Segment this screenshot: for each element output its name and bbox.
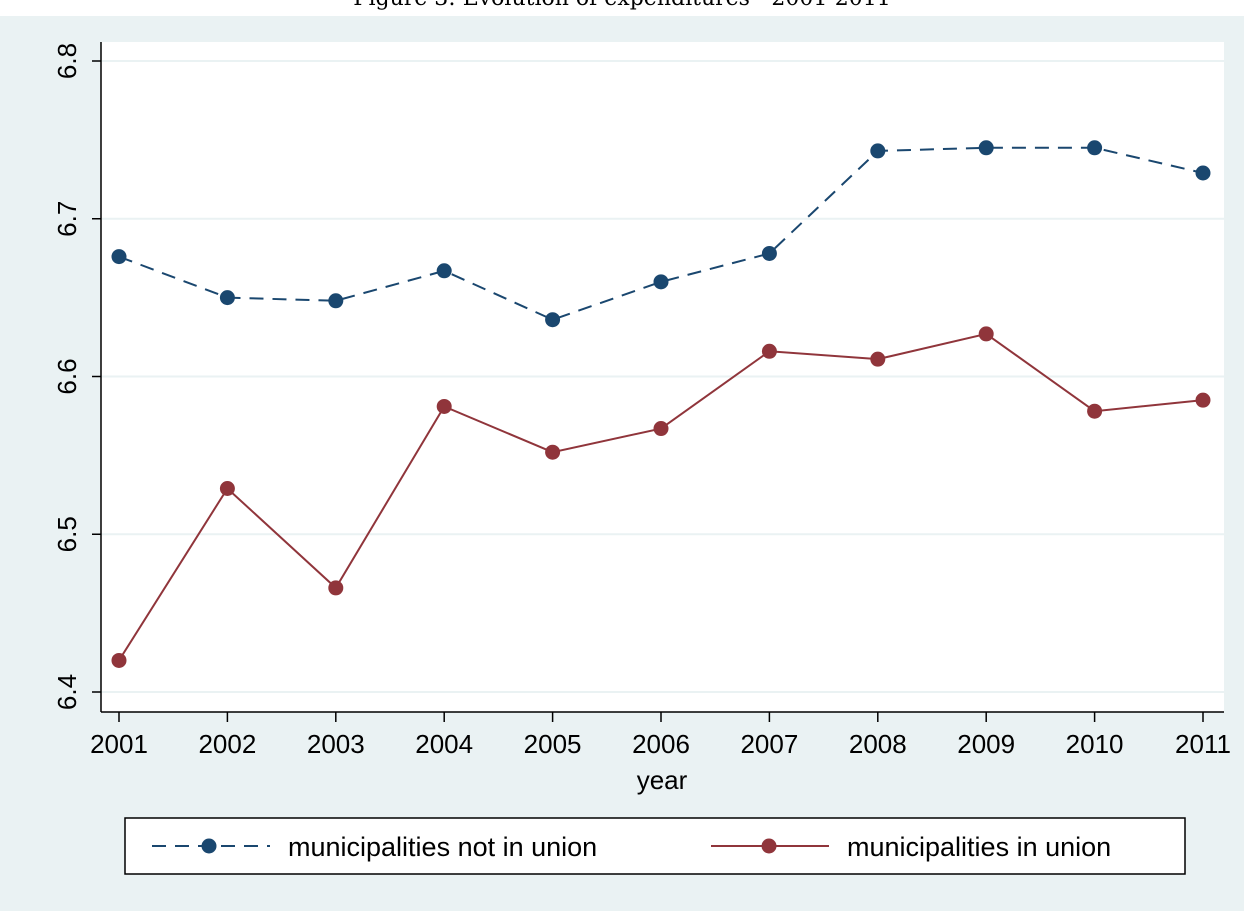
data-point xyxy=(219,290,235,306)
x-axis-label: year xyxy=(637,765,688,795)
figure-caption: Figure 3: Evolution of expenditures - 20… xyxy=(0,0,1244,16)
data-point xyxy=(870,143,886,159)
legend-item: municipalities not in union xyxy=(152,832,597,862)
series-not-in-union xyxy=(111,140,1211,328)
data-point xyxy=(761,343,777,359)
x-tick-label: 2007 xyxy=(740,729,798,759)
y-axis-ticks: 6.4 6.5 6.6 6.7 6.8 xyxy=(52,43,101,710)
x-tick-label: 2006 xyxy=(632,729,690,759)
series-layer xyxy=(111,140,1211,668)
data-point xyxy=(436,398,452,414)
x-tick-label: 2002 xyxy=(198,729,256,759)
data-point xyxy=(653,274,669,290)
legend-marker xyxy=(761,838,777,854)
x-tick-label: 2004 xyxy=(415,729,473,759)
y-tick-label: 6.7 xyxy=(52,201,82,237)
y-tick-label: 6.4 xyxy=(52,674,82,710)
x-tick-label: 2011 xyxy=(1175,729,1231,759)
y-tick-label: 6.6 xyxy=(52,358,82,394)
data-point xyxy=(870,351,886,367)
legend-label: municipalities in union xyxy=(847,832,1111,862)
series-line xyxy=(118,146,1204,321)
x-tick-label: 2010 xyxy=(1066,729,1124,759)
x-tick-label: 2001 xyxy=(90,729,148,759)
data-point xyxy=(761,245,777,261)
legend-marker xyxy=(201,838,217,854)
x-tick-label: 2005 xyxy=(524,729,582,759)
data-point xyxy=(1195,165,1211,181)
x-tick-label: 2008 xyxy=(849,729,907,759)
data-point xyxy=(219,481,235,497)
data-point xyxy=(1195,392,1211,408)
y-tick-label: 6.8 xyxy=(52,43,82,79)
data-point xyxy=(545,312,561,328)
gridlines xyxy=(101,60,1224,693)
legend: municipalities not in union municipalitie… xyxy=(124,817,1186,875)
data-point xyxy=(111,249,127,265)
legend-label: municipalities not in union xyxy=(288,832,597,862)
data-point xyxy=(978,326,994,342)
x-tick-label: 2009 xyxy=(957,729,1015,759)
data-point xyxy=(653,421,669,437)
legend-item: municipalities in union xyxy=(711,832,1111,862)
y-tick-label: 6.5 xyxy=(52,516,82,552)
legend-box xyxy=(124,817,1186,875)
data-point xyxy=(328,580,344,596)
data-point xyxy=(1087,403,1103,419)
data-point xyxy=(436,263,452,279)
data-point xyxy=(111,652,127,668)
data-point xyxy=(328,293,344,309)
x-axis-ticks: 2001 2002 2003 2004 2005 2006 2007 2008 2009 2010… xyxy=(90,712,1231,759)
data-point xyxy=(545,444,561,460)
data-point xyxy=(1087,140,1103,156)
data-point xyxy=(978,140,994,156)
series-in-union xyxy=(111,326,1211,668)
x-tick-label: 2003 xyxy=(307,729,365,759)
